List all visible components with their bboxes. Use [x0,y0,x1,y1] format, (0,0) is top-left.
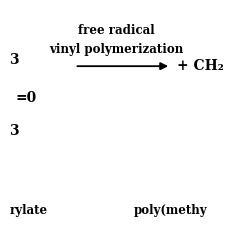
Text: poly(methy: poly(methy [133,204,207,217]
Text: 3: 3 [10,53,19,67]
Text: free radical: free radical [78,24,155,37]
Text: + CH₂: + CH₂ [177,59,224,73]
Text: 3: 3 [10,124,19,138]
Text: vinyl polymerization: vinyl polymerization [49,43,184,56]
Text: rylate: rylate [10,204,48,217]
Text: =0: =0 [16,91,37,105]
